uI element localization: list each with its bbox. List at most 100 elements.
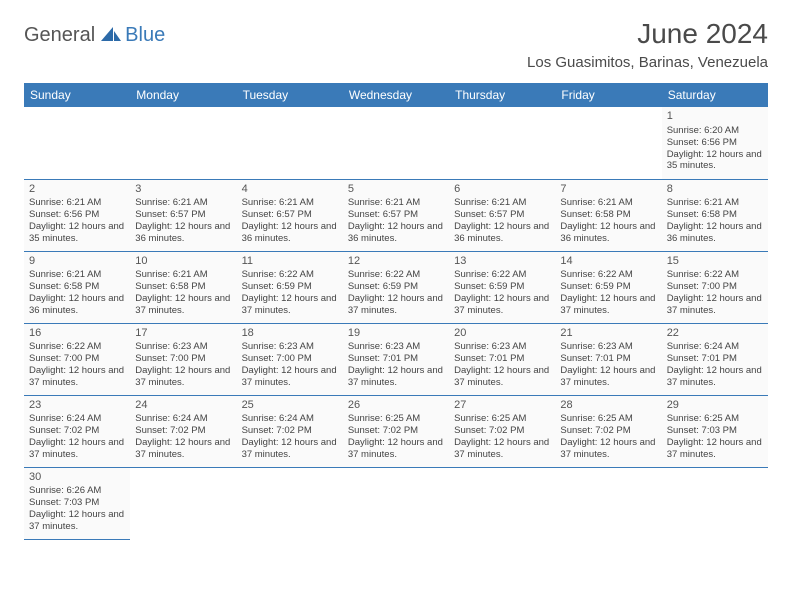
weekday-header-row: Sunday Monday Tuesday Wednesday Thursday… bbox=[24, 83, 768, 107]
calendar-table: Sunday Monday Tuesday Wednesday Thursday… bbox=[24, 83, 768, 540]
sunrise-text: Sunrise: 6:21 AM bbox=[242, 197, 338, 209]
calendar-cell: 13Sunrise: 6:22 AMSunset: 6:59 PMDayligh… bbox=[449, 251, 555, 323]
day-number: 12 bbox=[348, 255, 444, 269]
calendar-cell: 6Sunrise: 6:21 AMSunset: 6:57 PMDaylight… bbox=[449, 179, 555, 251]
sunset-text: Sunset: 6:59 PM bbox=[454, 281, 550, 293]
daylight-text: Daylight: 12 hours and 37 minutes. bbox=[29, 437, 125, 461]
calendar-cell: 18Sunrise: 6:23 AMSunset: 7:00 PMDayligh… bbox=[237, 323, 343, 395]
sunrise-text: Sunrise: 6:20 AM bbox=[667, 125, 763, 137]
calendar-cell bbox=[449, 467, 555, 539]
calendar-cell bbox=[130, 467, 236, 539]
sunset-text: Sunset: 7:02 PM bbox=[560, 425, 656, 437]
calendar-row: 9Sunrise: 6:21 AM Sunset: 6:58 PM Daylight… bbox=[24, 251, 768, 323]
sunset-text: Sunset: 6:56 PM bbox=[29, 209, 125, 221]
sunrise-text: Sunrise: 6:23 AM bbox=[348, 341, 444, 353]
logo-text-blue: Blue bbox=[125, 24, 165, 47]
day-number: 1 bbox=[667, 110, 763, 124]
daylight-text: Daylight: 12 hours and 37 minutes. bbox=[242, 437, 338, 461]
day-number: 24 bbox=[135, 399, 231, 413]
daylight-text: Daylight: 12 hours and 37 minutes. bbox=[135, 365, 231, 389]
day-number: 3 bbox=[135, 183, 231, 197]
day-number: 26 bbox=[348, 399, 444, 413]
day-number: 2 bbox=[29, 183, 125, 197]
sunrise-text: Sunrise: 6:24 AM bbox=[135, 413, 231, 425]
day-number: 5 bbox=[348, 183, 444, 197]
daylight-text: Daylight: 12 hours and 37 minutes. bbox=[667, 293, 763, 317]
sunset-text: Sunset: 7:02 PM bbox=[348, 425, 444, 437]
sunset-text: Sunset: 6:56 PM bbox=[667, 137, 763, 149]
sunrise-text: Sunrise: 6:24 AM bbox=[242, 413, 338, 425]
day-number: 8 bbox=[667, 183, 763, 197]
sunset-text: Sunset: 6:59 PM bbox=[560, 281, 656, 293]
calendar-cell: 1Sunrise: 6:20 AMSunset: 6:56 PMDaylight… bbox=[662, 107, 768, 179]
sunrise-text: Sunrise: 6:22 AM bbox=[348, 269, 444, 281]
daylight-text: Daylight: 12 hours and 37 minutes. bbox=[242, 293, 338, 317]
day-number: 27 bbox=[454, 399, 550, 413]
sunset-text: Sunset: 6:58 PM bbox=[135, 281, 231, 293]
day-number: 23 bbox=[29, 399, 125, 413]
day-number: 18 bbox=[242, 327, 338, 341]
sunrise-text: Sunrise: 6:22 AM bbox=[242, 269, 338, 281]
calendar-cell: 29Sunrise: 6:25 AMSunset: 7:03 PMDayligh… bbox=[662, 395, 768, 467]
sunset-text: Sunset: 6:57 PM bbox=[135, 209, 231, 221]
calendar-cell: 7Sunrise: 6:21 AMSunset: 6:58 PMDaylight… bbox=[555, 179, 661, 251]
daylight-text: Daylight: 12 hours and 36 minutes. bbox=[454, 221, 550, 245]
calendar-cell: 24Sunrise: 6:24 AMSunset: 7:02 PMDayligh… bbox=[130, 395, 236, 467]
sunrise-text: Sunrise: 6:21 AM bbox=[29, 269, 125, 281]
sunrise-text: Sunrise: 6:22 AM bbox=[560, 269, 656, 281]
header: General Blue June 2024 Los Guasimitos, B… bbox=[24, 18, 768, 71]
sunrise-text: Sunrise: 6:21 AM bbox=[29, 197, 125, 209]
daylight-text: Daylight: 12 hours and 36 minutes. bbox=[560, 221, 656, 245]
sunset-text: Sunset: 7:02 PM bbox=[29, 425, 125, 437]
calendar-cell: 10Sunrise: 6:21 AMSunset: 6:58 PMDayligh… bbox=[130, 251, 236, 323]
calendar-row: 2Sunrise: 6:21 AMSunset: 6:56 PMDaylight… bbox=[24, 179, 768, 251]
calendar-cell bbox=[237, 467, 343, 539]
calendar-cell: 23Sunrise: 6:24 AMSunset: 7:02 PMDayligh… bbox=[24, 395, 130, 467]
day-number: 9 bbox=[29, 255, 125, 269]
day-number: 19 bbox=[348, 327, 444, 341]
daylight-text: Daylight: 12 hours and 37 minutes. bbox=[348, 293, 444, 317]
calendar-cell: 11Sunrise: 6:22 AMSunset: 6:59 PMDayligh… bbox=[237, 251, 343, 323]
day-number: 11 bbox=[242, 255, 338, 269]
sunset-text: Sunset: 7:02 PM bbox=[454, 425, 550, 437]
day-number: 17 bbox=[135, 327, 231, 341]
calendar-cell: 15Sunrise: 6:22 AMSunset: 7:00 PMDayligh… bbox=[662, 251, 768, 323]
calendar-cell: 5Sunrise: 6:21 AMSunset: 6:57 PMDaylight… bbox=[343, 179, 449, 251]
sunset-text: Sunset: 7:01 PM bbox=[454, 353, 550, 365]
sunrise-text: Sunrise: 6:25 AM bbox=[454, 413, 550, 425]
calendar-row: 1Sunrise: 6:20 AMSunset: 6:56 PMDaylight… bbox=[24, 107, 768, 179]
calendar-cell bbox=[662, 467, 768, 539]
calendar-cell: 9Sunrise: 6:21 AMSunset: 6:58 PMDaylight… bbox=[24, 251, 130, 323]
sunrise-text: Sunrise: 6:23 AM bbox=[135, 341, 231, 353]
calendar-cell: 17Sunrise: 6:23 AMSunset: 7:00 PMDayligh… bbox=[130, 323, 236, 395]
calendar-cell bbox=[555, 467, 661, 539]
sunset-text: Sunset: 7:00 PM bbox=[135, 353, 231, 365]
daylight-text: Daylight: 12 hours and 37 minutes. bbox=[667, 365, 763, 389]
sunrise-text: Sunrise: 6:26 AM bbox=[29, 485, 125, 497]
sunset-text: Sunset: 6:58 PM bbox=[667, 209, 763, 221]
month-title: June 2024 bbox=[527, 18, 768, 50]
calendar-cell bbox=[24, 107, 130, 179]
weekday-header: Friday bbox=[555, 83, 661, 107]
daylight-text: Daylight: 12 hours and 36 minutes. bbox=[135, 221, 231, 245]
daylight-text: Daylight: 12 hours and 37 minutes. bbox=[348, 365, 444, 389]
sunrise-text: Sunrise: 6:21 AM bbox=[454, 197, 550, 209]
daylight-text: Daylight: 12 hours and 36 minutes. bbox=[667, 221, 763, 245]
calendar-cell: 16Sunrise: 6:22 AMSunset: 7:00 PMDayligh… bbox=[24, 323, 130, 395]
sunrise-text: Sunrise: 6:23 AM bbox=[560, 341, 656, 353]
day-number: 7 bbox=[560, 183, 656, 197]
sunset-text: Sunset: 7:03 PM bbox=[667, 425, 763, 437]
sunset-text: Sunset: 6:59 PM bbox=[242, 281, 338, 293]
sail-icon bbox=[99, 25, 123, 43]
day-number: 15 bbox=[667, 255, 763, 269]
sunset-text: Sunset: 7:00 PM bbox=[667, 281, 763, 293]
location-text: Los Guasimitos, Barinas, Venezuela bbox=[527, 54, 768, 71]
day-number: 30 bbox=[29, 471, 125, 485]
day-number: 29 bbox=[667, 399, 763, 413]
day-number: 22 bbox=[667, 327, 763, 341]
sunset-text: Sunset: 6:59 PM bbox=[348, 281, 444, 293]
sunset-text: Sunset: 6:58 PM bbox=[560, 209, 656, 221]
daylight-text: Daylight: 12 hours and 36 minutes. bbox=[242, 221, 338, 245]
daylight-text: Daylight: 12 hours and 37 minutes. bbox=[29, 365, 125, 389]
sunset-text: Sunset: 7:02 PM bbox=[135, 425, 231, 437]
